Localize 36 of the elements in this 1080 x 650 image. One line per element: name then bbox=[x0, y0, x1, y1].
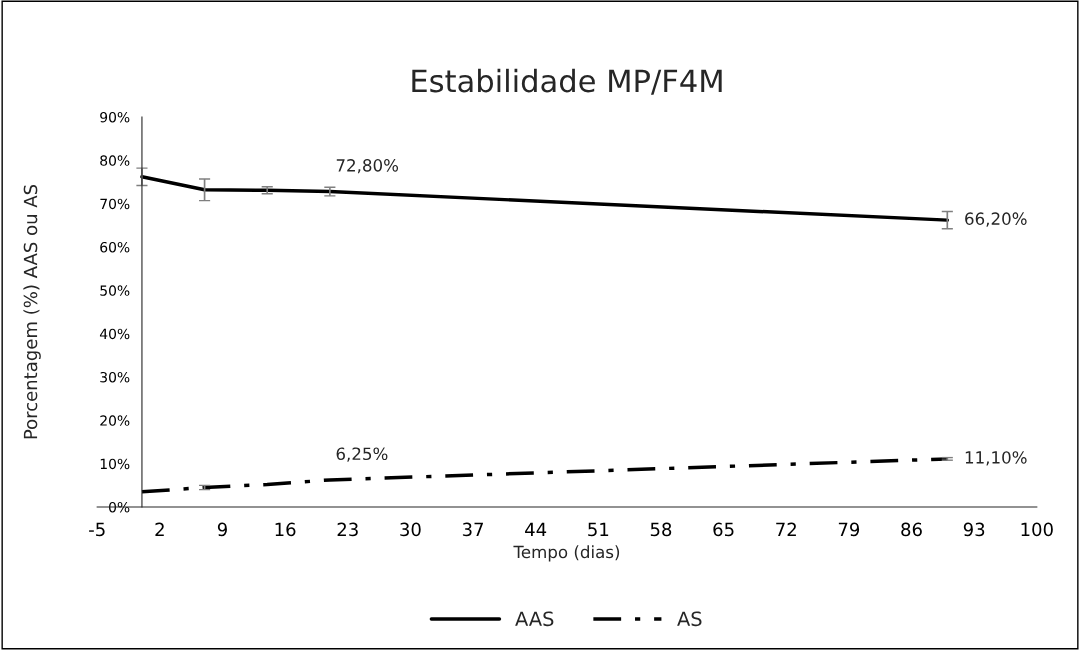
y-tick-label: 90% bbox=[100, 111, 130, 123]
y-tick-label: 20% bbox=[100, 415, 130, 426]
y-tick-label: 40% bbox=[99, 328, 130, 340]
x-tick-label: 2 bbox=[155, 522, 164, 536]
data-label: 6,25% bbox=[336, 447, 388, 462]
x-tick-label: 65 bbox=[713, 522, 734, 537]
x-tick-label: 72 bbox=[776, 522, 796, 536]
x-tick-label: 58 bbox=[650, 522, 672, 537]
data-label: 72,80% bbox=[336, 159, 399, 174]
y-tick-label: 70% bbox=[100, 198, 130, 210]
chart-title: Estabilidade MP/F4M bbox=[412, 68, 722, 95]
y-axis-title: Porcentagem (%) AAS ou AS bbox=[23, 184, 41, 439]
y-tick-label: 50% bbox=[100, 285, 130, 296]
x-tick-label: 23 bbox=[337, 522, 358, 537]
y-tick-label: 10% bbox=[100, 458, 130, 470]
x-tick-label: 44 bbox=[525, 522, 547, 536]
data-label: 11,10% bbox=[965, 451, 1027, 466]
y-tick-label: 0% bbox=[109, 501, 130, 513]
x-tick-label: 79 bbox=[838, 522, 860, 537]
x-tick-label: 9 bbox=[217, 522, 227, 537]
data-label: 66,20% bbox=[965, 212, 1027, 227]
x-tick-label: 51 bbox=[588, 522, 609, 537]
x-tick-label: 30 bbox=[400, 522, 421, 537]
x-axis-title: Tempo (dias) bbox=[513, 545, 620, 562]
x-tick-label: 93 bbox=[963, 522, 985, 537]
x-tick-label: 86 bbox=[901, 522, 922, 537]
legend-label: AAS bbox=[515, 611, 554, 627]
x-tick-label: 37 bbox=[462, 522, 483, 537]
x-tick-label: 16 bbox=[275, 522, 296, 537]
y-tick-label: 80% bbox=[100, 155, 130, 166]
legend-label: AS bbox=[677, 611, 702, 627]
x-tick-label: 100 bbox=[1021, 522, 1053, 537]
y-tick-label: 60% bbox=[100, 241, 130, 253]
line-series bbox=[140, 175, 950, 222]
x-tick-label: -5 bbox=[89, 522, 105, 537]
y-tick-label: 30% bbox=[100, 371, 130, 383]
